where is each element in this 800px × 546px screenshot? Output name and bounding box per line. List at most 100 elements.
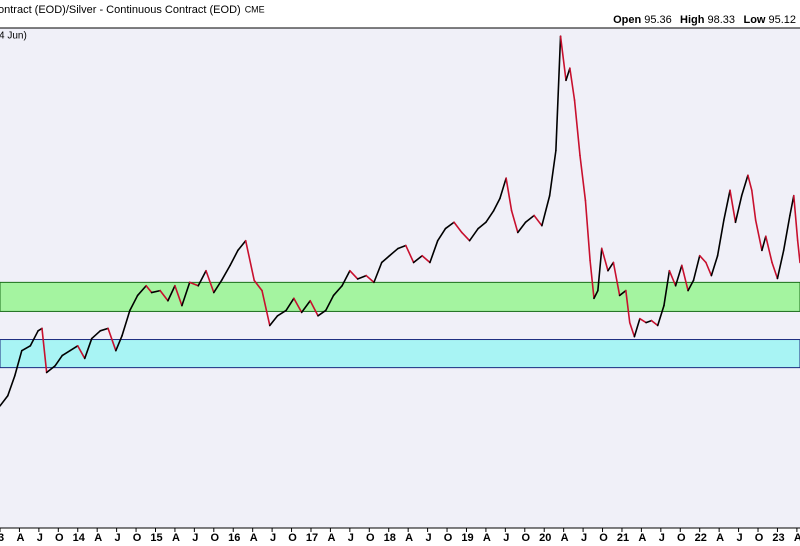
line-segment: [650, 319, 659, 327]
line-segment: [188, 281, 200, 287]
x-tick-label: O: [444, 532, 453, 544]
line-segment: [412, 254, 423, 264]
line-segment: [405, 244, 415, 264]
quote-label: Open: [613, 14, 641, 26]
line-segment: [584, 199, 591, 262]
line-segment: [145, 284, 153, 294]
x-tick-label: 18: [384, 532, 396, 544]
line-segment: [268, 314, 279, 327]
x-tick-label: J: [270, 532, 276, 544]
line-segment: [20, 345, 32, 352]
line-segment: [309, 299, 319, 317]
line-segment: [761, 235, 767, 252]
line-segment: [41, 327, 48, 374]
line-segment: [0, 394, 9, 407]
line-segment: [421, 254, 431, 264]
x-tick-label: J: [503, 532, 509, 544]
line-segment: [129, 294, 139, 312]
line-segment: [220, 264, 231, 282]
line-segment: [656, 304, 665, 327]
line-segment: [453, 221, 463, 234]
x-tick-label: 14: [73, 532, 86, 544]
x-tick-label: A: [327, 532, 335, 544]
x-axis: 3 A J O 14 A J O 15 A J O 16 A J O 17 A J O 18 A J O 19 A J O 20 A J O 2…: [0, 528, 800, 544]
line-segment: [740, 174, 749, 197]
line-segment: [734, 194, 743, 224]
line-segment: [174, 284, 183, 307]
quote-label: Low: [743, 14, 765, 26]
line-segment: [365, 274, 375, 284]
line-segment: [99, 327, 109, 332]
line-segment: [789, 194, 795, 217]
x-tick-label: O: [599, 532, 608, 544]
line-segment: [618, 289, 627, 297]
line-segment: [429, 239, 439, 264]
x-tick-label: J: [581, 532, 587, 544]
line-segment: [569, 67, 576, 101]
line-segment: [716, 219, 725, 257]
line-segment: [159, 289, 169, 302]
quote-value: 95.12: [768, 14, 796, 26]
quote-label: High: [680, 14, 705, 26]
line-segment: [639, 317, 647, 324]
line-segment: [710, 254, 719, 277]
line-segment: [356, 274, 367, 280]
x-tick-label: O: [366, 532, 375, 544]
line-segment: [54, 354, 63, 367]
line-segment: [628, 321, 636, 338]
line-segment: [341, 269, 351, 287]
line-segment: [293, 297, 303, 314]
line-segment: [533, 214, 543, 227]
x-tick-label: J: [426, 532, 432, 544]
x-tick-label: J: [192, 532, 198, 544]
line-segment: [645, 319, 653, 324]
support-band: [0, 281, 800, 312]
line-segment: [121, 309, 131, 337]
line-segment: [764, 235, 773, 264]
x-tick-label: J: [659, 532, 665, 544]
line-segment: [600, 247, 609, 272]
line-segment: [573, 99, 581, 157]
line-segment: [349, 269, 359, 280]
x-tick-label: 16: [228, 532, 240, 544]
source-label: CME: [245, 4, 265, 14]
line-segment: [565, 67, 571, 82]
support-band: [0, 339, 800, 369]
line-segment: [485, 209, 495, 224]
line-segment: [782, 214, 791, 252]
line-segment: [524, 214, 535, 224]
line-segment: [244, 239, 256, 282]
line-segment: [589, 259, 595, 300]
x-tick-label: J: [115, 532, 121, 544]
line-segment: [69, 345, 79, 352]
line-segment: [90, 330, 102, 340]
line-segment: [83, 337, 93, 360]
line-segment: [150, 289, 161, 294]
line-segment: [681, 264, 689, 292]
x-tick-label: A: [94, 532, 102, 544]
x-tick-label: A: [483, 532, 491, 544]
line-segment: [505, 177, 513, 212]
line-segment: [555, 35, 562, 152]
header-bar: [0, 0, 800, 28]
x-tick-label: 22: [695, 532, 707, 544]
line-segment: [754, 219, 763, 252]
line-segment: [492, 197, 501, 212]
quote-value: 98.33: [707, 14, 735, 26]
line-segment: [729, 189, 737, 224]
x-tick-label: A: [250, 532, 258, 544]
x-tick-label: O: [55, 532, 64, 544]
x-tick-label: A: [172, 532, 180, 544]
line-segment: [499, 177, 507, 200]
x-tick-label: J: [737, 532, 743, 544]
x-tick-label: O: [211, 532, 220, 544]
x-tick-label: 17: [306, 532, 318, 544]
line-segment: [477, 221, 487, 230]
x-tick-label: J: [37, 532, 43, 544]
x-tick-label: 19: [461, 532, 473, 544]
quote-value: 95.36: [644, 14, 672, 26]
line-segment: [61, 349, 71, 357]
line-segment: [388, 247, 399, 257]
x-tick-label: A: [405, 532, 413, 544]
